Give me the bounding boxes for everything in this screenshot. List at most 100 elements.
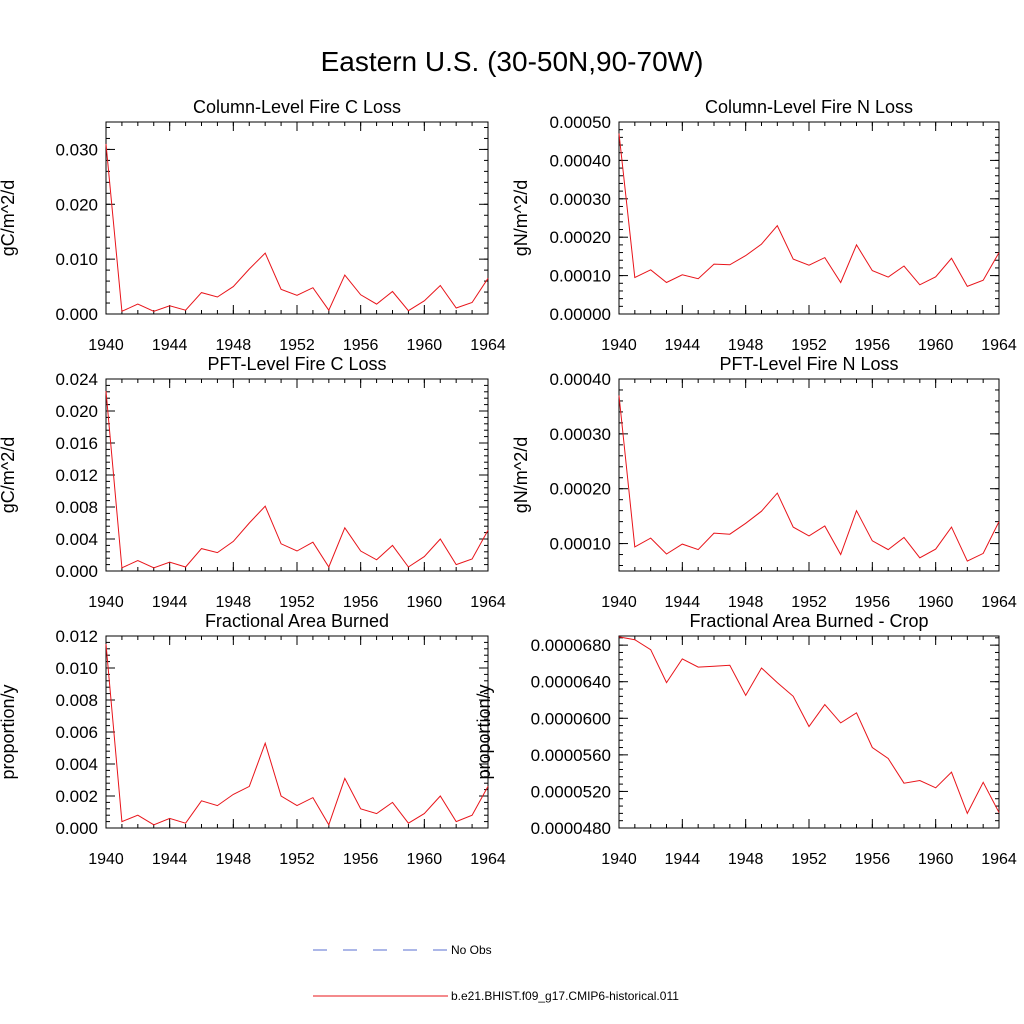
legend-label-no-obs: No Obs — [451, 943, 492, 957]
x-tick-label: 1960 — [407, 851, 443, 868]
plot-frame — [105, 635, 489, 829]
x-tick-label: 1944 — [665, 851, 701, 868]
x-tick-label: 1964 — [470, 851, 506, 868]
y-tick-label: 0.00000 — [550, 305, 611, 324]
series-line — [618, 395, 1000, 562]
y-axis-label: proportion/y — [474, 684, 494, 779]
subplot-title: Column-Level Fire N Loss — [705, 97, 913, 117]
subplot-5: 1940 1944 1948 1952 1956 1960 1964 0.000 0.002 0.… — [0, 611, 506, 868]
series-line — [105, 143, 489, 313]
x-tick-label: 1948 — [728, 337, 764, 354]
x-tick-label: 1960 — [918, 594, 954, 611]
y-axis-label: proportion/y — [0, 684, 18, 779]
subplot-title: Fractional Area Burned — [205, 611, 389, 631]
y-tick-label: 0.010 — [55, 250, 98, 269]
main-title: Eastern U.S. (30-50N,90-70W) — [320, 46, 704, 77]
y-tick-label: 0.0000640 — [531, 673, 611, 692]
series-line — [105, 643, 489, 826]
x-tick-label: 1964 — [981, 594, 1017, 611]
plot-frame — [618, 378, 1000, 572]
y-tick-label: 0.00030 — [550, 425, 611, 444]
x-tick-label: 1940 — [88, 337, 124, 354]
x-tick-label: 1944 — [665, 594, 701, 611]
subplot-title: PFT-Level Fire C Loss — [207, 354, 386, 374]
y-axis-label: gN/m^2/d — [511, 180, 531, 256]
y-tick-label: 0.00030 — [550, 190, 611, 209]
subplot-2: 1940 1944 1948 1952 1956 1960 1964 0.00000 0.000… — [511, 97, 1017, 354]
x-tick-label: 1964 — [981, 337, 1017, 354]
x-tick-label: 1964 — [470, 337, 506, 354]
subplot-title: PFT-Level Fire N Loss — [719, 354, 898, 374]
subplot-4: 1940 1944 1948 1952 1956 1960 1964 0.00010 0.000… — [511, 354, 1017, 611]
x-tick-label: 1960 — [407, 337, 443, 354]
y-tick-label: 0.020 — [55, 402, 98, 421]
y-axis-label: gC/m^2/d — [0, 180, 18, 256]
x-tick-label: 1944 — [152, 851, 188, 868]
x-tick-label: 1944 — [152, 594, 188, 611]
x-tick-label: 1952 — [791, 594, 827, 611]
y-tick-label: 0.000 — [55, 562, 98, 581]
subplot-title: Column-Level Fire C Loss — [193, 97, 401, 117]
x-tick-label: 1940 — [88, 594, 124, 611]
y-tick-label: 0.016 — [55, 434, 98, 453]
y-tick-label: 0.008 — [55, 691, 98, 710]
x-tick-label: 1956 — [855, 851, 891, 868]
y-tick-label: 0.004 — [55, 530, 98, 549]
y-tick-label: 0.00040 — [550, 370, 611, 389]
x-tick-label: 1956 — [855, 337, 891, 354]
x-tick-label: 1952 — [279, 337, 315, 354]
y-tick-label: 0.00020 — [550, 480, 611, 499]
plot-frame — [105, 121, 489, 315]
y-tick-label: 0.00020 — [550, 228, 611, 247]
y-tick-label: 0.010 — [55, 659, 98, 678]
y-axis-label: gC/m^2/d — [0, 437, 18, 513]
y-tick-label: 0.002 — [55, 787, 98, 806]
subplot-6: 1940 1944 1948 1952 1956 1960 1964 0.0000480 0.0… — [474, 611, 1017, 868]
y-tick-label: 0.0000560 — [531, 746, 611, 765]
y-tick-label: 0.0000520 — [531, 782, 611, 801]
x-tick-label: 1940 — [601, 851, 637, 868]
x-tick-label: 1952 — [791, 337, 827, 354]
y-tick-label: 0.030 — [55, 140, 98, 159]
x-tick-label: 1964 — [981, 851, 1017, 868]
plot-frame — [618, 121, 1000, 315]
x-tick-label: 1940 — [88, 851, 124, 868]
y-tick-label: 0.020 — [55, 195, 98, 214]
y-tick-label: 0.012 — [55, 466, 98, 485]
subplot-1: 1940 1944 1948 1952 1956 1960 1964 0.000 0.010 0.… — [0, 97, 506, 354]
y-tick-label: 0.00050 — [550, 113, 611, 132]
series-line — [618, 133, 1000, 288]
x-tick-label: 1948 — [728, 594, 764, 611]
x-tick-label: 1944 — [665, 337, 701, 354]
x-tick-label: 1944 — [152, 337, 188, 354]
x-tick-label: 1964 — [470, 594, 506, 611]
y-tick-label: 0.00010 — [550, 267, 611, 286]
y-tick-label: 0.024 — [55, 370, 98, 389]
subplot-3: 1940 1944 1948 1952 1956 1960 1964 0.000 0.004 0.… — [0, 354, 506, 611]
x-tick-label: 1948 — [216, 851, 252, 868]
y-tick-label: 0.00040 — [550, 151, 611, 170]
x-tick-label: 1952 — [279, 594, 315, 611]
series-line — [105, 390, 489, 569]
plot-frame — [105, 378, 489, 572]
x-tick-label: 1940 — [601, 594, 637, 611]
y-tick-label: 0.0000680 — [531, 636, 611, 655]
x-tick-label: 1948 — [216, 594, 252, 611]
x-tick-label: 1956 — [343, 594, 379, 611]
y-tick-label: 0.00010 — [550, 535, 611, 554]
x-tick-label: 1948 — [216, 337, 252, 354]
x-tick-label: 1940 — [601, 337, 637, 354]
y-tick-label: 0.008 — [55, 498, 98, 517]
x-tick-label: 1952 — [791, 851, 827, 868]
subplot-title: Fractional Area Burned - Crop — [689, 611, 928, 631]
y-tick-label: 0.000 — [55, 305, 98, 324]
x-tick-label: 1952 — [279, 851, 315, 868]
y-tick-label: 0.000 — [55, 819, 98, 838]
y-tick-label: 0.0000600 — [531, 709, 611, 728]
y-tick-label: 0.006 — [55, 723, 98, 742]
x-tick-label: 1960 — [918, 337, 954, 354]
y-tick-label: 0.004 — [55, 755, 98, 774]
x-tick-label: 1948 — [728, 851, 764, 868]
y-axis-label: gN/m^2/d — [511, 437, 531, 513]
